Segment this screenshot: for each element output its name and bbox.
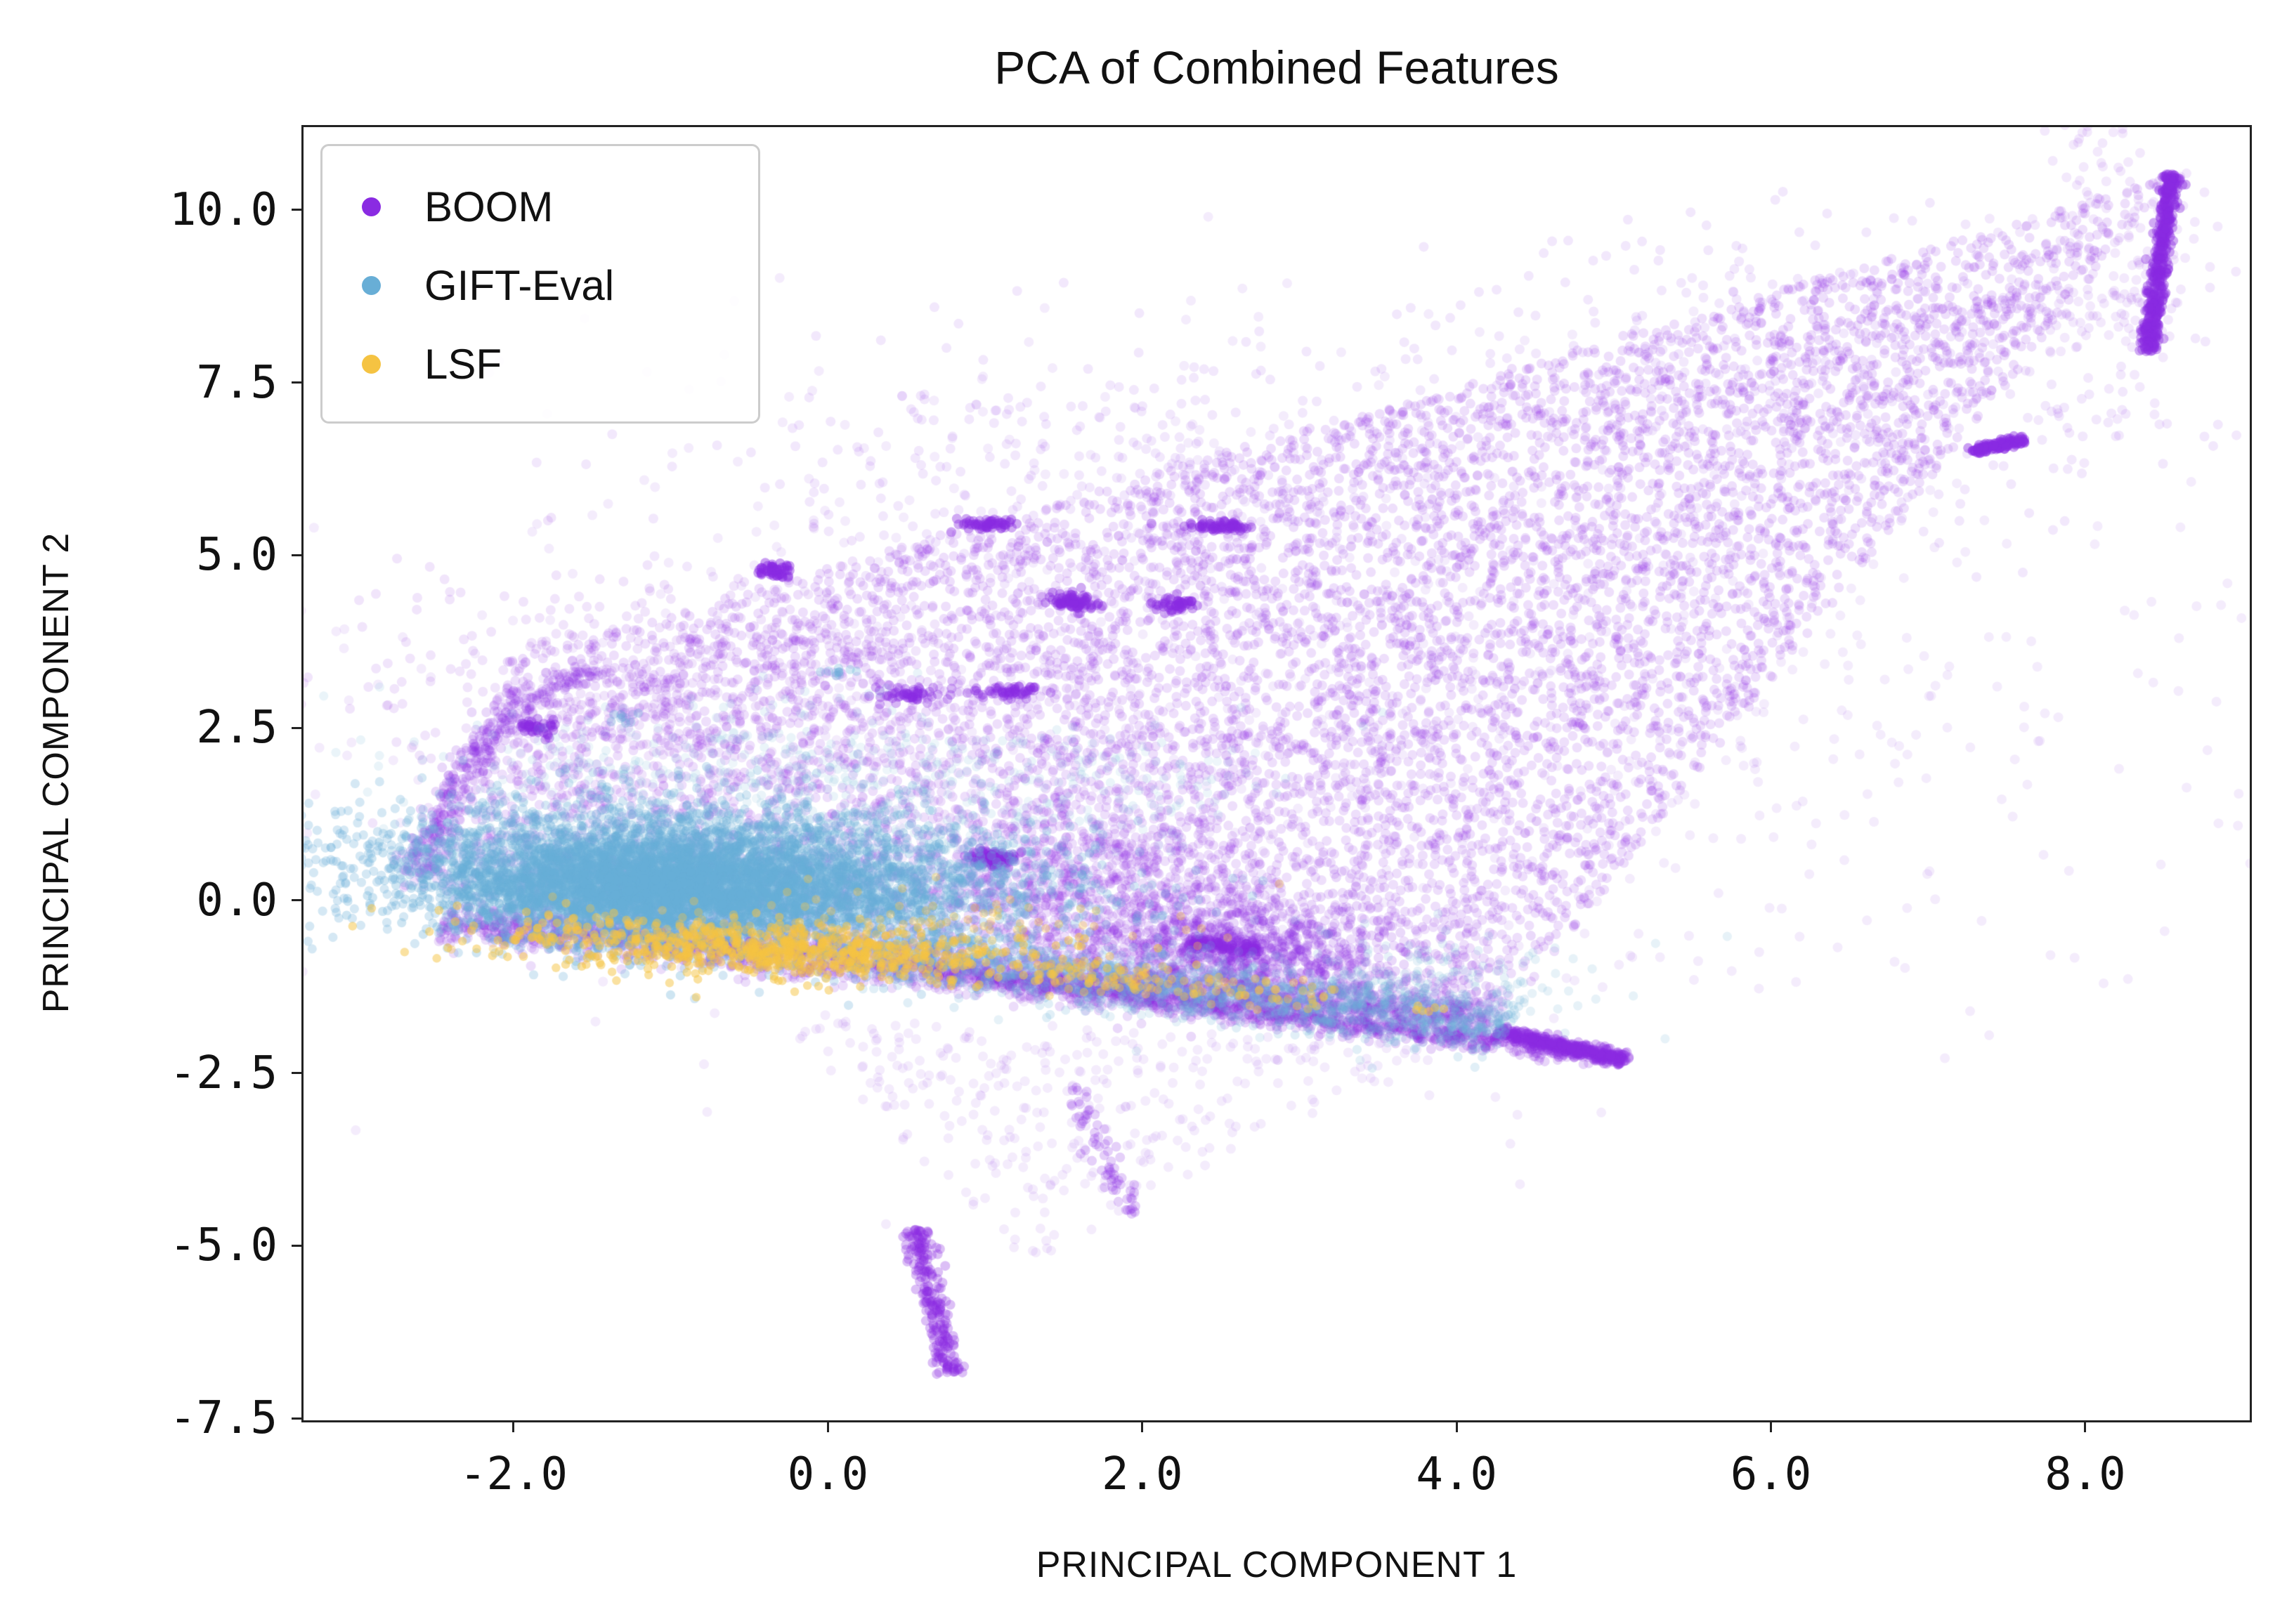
x-tick-label: 4.0: [1416, 1448, 1497, 1500]
boom-marker-icon: [362, 197, 381, 216]
x-tick: [826, 1422, 829, 1432]
y-tick-label: -5.0: [169, 1219, 278, 1272]
y-tick-label: 0.0: [196, 874, 278, 926]
x-tick-label: 2.0: [1101, 1448, 1183, 1500]
x-tick: [1455, 1422, 1458, 1432]
y-tick: [292, 899, 301, 902]
x-tick-label: 0.0: [787, 1448, 869, 1500]
x-tick-label: -2.0: [459, 1448, 568, 1500]
y-tick-label: 2.5: [196, 702, 278, 754]
y-tick-label: 5.0: [196, 529, 278, 582]
x-tick: [2084, 1422, 2087, 1432]
lsf-marker-icon: [362, 354, 381, 374]
y-tick: [292, 1244, 301, 1247]
y-tick-label: -2.5: [169, 1047, 278, 1099]
legend-label-gift-eval: GIFT-Eval: [424, 261, 615, 309]
x-axis-label: PRINCIPAL COMPONENT 1: [1036, 1545, 1518, 1585]
legend-item-lsf: LSF: [322, 325, 758, 403]
y-tick: [292, 381, 301, 384]
y-tick-label: 7.5: [196, 356, 278, 409]
y-tick: [292, 726, 301, 729]
legend: BOOM GIFT-Eval LSF: [320, 144, 760, 424]
legend-item-gift-eval: GIFT-Eval: [322, 246, 758, 325]
y-tick: [292, 209, 301, 211]
y-axis-label: PRINCIPAL COMPONENT 2: [36, 532, 77, 1014]
y-tick: [292, 1417, 301, 1420]
y-tick: [292, 1072, 301, 1075]
y-tick-label: -7.5: [169, 1392, 278, 1445]
x-tick: [1770, 1422, 1772, 1432]
y-tick-label: 10.0: [169, 183, 278, 236]
x-tick: [512, 1422, 515, 1432]
legend-label-boom: BOOM: [424, 183, 554, 230]
chart-title: PCA of Combined Features: [994, 41, 1559, 93]
x-tick: [1141, 1422, 1144, 1432]
legend-label-lsf: LSF: [424, 340, 502, 388]
x-tick-label: 6.0: [1730, 1448, 1812, 1500]
legend-item-boom: BOOM: [322, 167, 758, 246]
y-tick: [292, 554, 301, 556]
gift-eval-marker-icon: [362, 275, 381, 295]
x-tick-label: 8.0: [2045, 1448, 2126, 1500]
